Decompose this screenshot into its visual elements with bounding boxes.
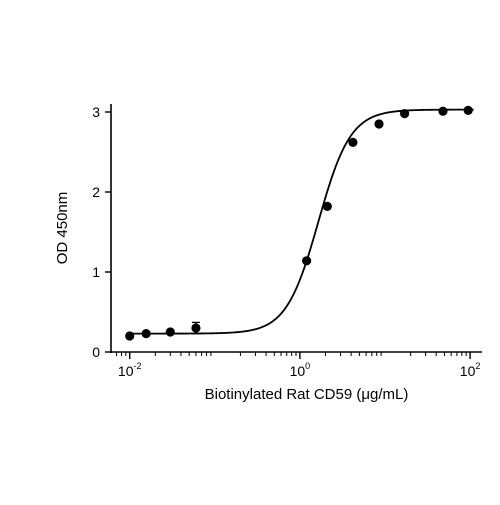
data-point [463, 105, 473, 115]
data-point [191, 323, 201, 333]
data-points-layer [125, 105, 473, 341]
ticks: 0 1 2 3 10-2 100 102 [92, 104, 480, 379]
data-point [141, 329, 151, 339]
y-tick-label: 0 [92, 344, 100, 360]
x-tick-label: 10-2 [118, 361, 142, 379]
data-point [302, 256, 312, 266]
fit-curve [129, 108, 474, 335]
data-point [348, 137, 358, 147]
y-tick-label: 1 [92, 264, 100, 280]
data-point [374, 119, 384, 129]
data-point [165, 327, 175, 337]
data-point [400, 109, 410, 119]
fit-curve-layer [129, 108, 474, 335]
axes [110, 104, 482, 353]
y-tick-label: 2 [92, 184, 100, 200]
y-axis-label: OD 450nm [54, 192, 71, 265]
y-tick-label: 3 [92, 104, 100, 120]
data-point [322, 201, 332, 211]
data-point [438, 106, 448, 116]
x-tick-label: 100 [290, 361, 311, 379]
x-axis-label: Biotinylated Rat CD59 (μg/mL) [205, 386, 409, 403]
data-point [125, 331, 135, 341]
x-tick-label: 102 [460, 361, 481, 379]
